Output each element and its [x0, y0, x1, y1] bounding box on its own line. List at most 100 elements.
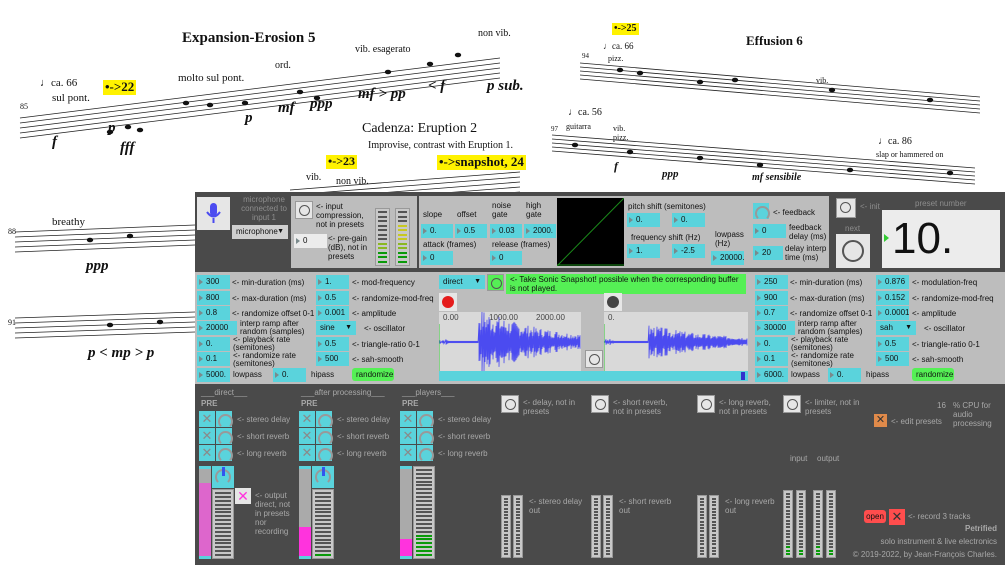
delay-interp-number[interactable]: 20 [753, 246, 783, 260]
pitch-shift-b-number[interactable]: 0. [672, 213, 705, 227]
next-preset-button[interactable] [836, 234, 870, 268]
send-mute-toggle[interactable]: ✕ [199, 445, 215, 461]
fader-level [400, 538, 412, 556]
input-source-dropdown[interactable]: microphone ▼ [232, 225, 288, 239]
parameter-number[interactable]: 0.8 [197, 306, 230, 320]
channel-fader[interactable] [400, 466, 412, 559]
parameter-number[interactable]: 30000 [755, 321, 795, 335]
send-level-knob[interactable] [316, 428, 333, 446]
randomize-button[interactable]: randomize [912, 368, 954, 381]
playhead[interactable] [741, 372, 745, 380]
send-level-knob[interactable] [417, 428, 434, 446]
send-mute-toggle[interactable]: ✕ [199, 428, 215, 444]
send-mute-toggle[interactable]: ✕ [299, 411, 315, 427]
modulation-number[interactable]: 0.5 [876, 337, 909, 351]
randomize-button[interactable]: randomize [352, 368, 394, 381]
channel-title: ___direct___ [201, 388, 248, 397]
parameter-number[interactable]: 300 [197, 275, 230, 289]
parameter-number[interactable]: 0.1 [755, 352, 788, 366]
offset-number[interactable]: 0.5 [455, 224, 487, 238]
waveform-buffer-2[interactable]: 0. [604, 312, 748, 371]
channel-fader[interactable] [199, 466, 211, 559]
slope-label: slope [423, 210, 443, 219]
modulation-number[interactable]: 0.5 [316, 337, 349, 351]
frequency-shift-b-number[interactable]: -2.5 [672, 244, 705, 258]
send-level-knob[interactable] [316, 445, 333, 463]
effect-bypass-toggle[interactable] [501, 395, 519, 413]
modulation-number[interactable]: 0.5 [316, 291, 349, 305]
high-gate-number[interactable]: 2000. [524, 224, 556, 238]
frequency-shift-a-number[interactable]: 1. [627, 244, 660, 258]
meter-segment [829, 512, 833, 515]
send-level-knob[interactable] [417, 445, 434, 463]
parameter-number[interactable]: 250 [755, 275, 788, 289]
pitch-shift-a-number[interactable]: 0. [627, 213, 660, 227]
send-mute-toggle[interactable]: ✕ [400, 428, 416, 444]
parameter-number[interactable]: 800 [197, 291, 230, 305]
lowpass-number[interactable]: 6000. [755, 368, 788, 382]
send-mute-toggle[interactable]: ✕ [299, 445, 315, 461]
notehead [313, 95, 321, 101]
noise-gate-number[interactable]: 0.03 [490, 224, 522, 238]
send-mute-toggle[interactable]: ✕ [199, 411, 215, 427]
oscillator-dropdown[interactable]: sah ▼ [876, 321, 916, 335]
send-level-knob[interactable] [216, 445, 233, 463]
send-level-knob[interactable] [216, 428, 233, 446]
send-level-knob[interactable] [216, 411, 233, 429]
record-buffer-1-button[interactable] [439, 293, 457, 311]
edit-presets-toggle[interactable]: ✕ [874, 414, 887, 427]
modulation-number[interactable]: 0.876 [876, 275, 909, 289]
record-tracks-toggle[interactable]: ✕ [889, 509, 905, 525]
attack-number[interactable]: 0 [421, 251, 453, 265]
oscillator-dropdown[interactable]: sine ▼ [316, 321, 356, 335]
lowpass-number[interactable]: 5000. [197, 368, 230, 382]
play-buffer-toggle[interactable] [585, 350, 603, 368]
preset-number-box[interactable]: 10. [882, 210, 1000, 268]
parameter-number[interactable]: 900 [755, 291, 788, 305]
send-mute-toggle[interactable]: ✕ [400, 445, 416, 461]
send-mute-toggle[interactable]: ✕ [299, 428, 315, 444]
parameter-number[interactable]: 20000 [197, 321, 237, 335]
meter-segment [315, 515, 331, 518]
modulation-number[interactable]: 0.152 [876, 291, 909, 305]
modulation-number[interactable]: 0.0001 [876, 306, 909, 320]
effect-out-meter [603, 495, 613, 558]
parameter-number[interactable]: 0.1 [197, 352, 230, 366]
release-number[interactable]: 0 [490, 251, 522, 265]
playback-position-bar[interactable] [439, 371, 748, 381]
hipass-number[interactable]: 0. [828, 368, 861, 382]
gain-knob[interactable] [312, 466, 334, 488]
parameter-number[interactable]: 0.7 [755, 306, 788, 320]
lowpass-number[interactable]: 20000. [711, 251, 744, 265]
send-level-knob[interactable] [417, 411, 434, 429]
feedback-knob[interactable] [753, 203, 770, 221]
parameter-number[interactable]: 0. [197, 337, 230, 351]
effect-bypass-toggle[interactable] [591, 395, 609, 413]
microphone-button[interactable] [197, 197, 230, 230]
effect-bypass-toggle[interactable] [783, 395, 801, 413]
init-button[interactable] [836, 198, 856, 218]
effect-bypass-toggle[interactable] [697, 395, 715, 413]
input-compression-toggle[interactable] [295, 201, 313, 219]
record-buffer-2-button[interactable] [604, 293, 622, 311]
modulation-number[interactable]: 500 [876, 352, 909, 366]
send-mute-toggle[interactable]: ✕ [400, 411, 416, 427]
meter-segment [315, 507, 331, 510]
slope-number[interactable]: 0. [421, 224, 453, 238]
hipass-number[interactable]: 0. [273, 368, 306, 382]
output-direct-toggle[interactable]: ✕ [235, 488, 251, 504]
feedback-delay-number[interactable]: 0 [753, 224, 786, 238]
gain-knob[interactable] [212, 466, 234, 488]
pregain-number[interactable]: 0 [294, 234, 327, 248]
modulation-number[interactable]: 1. [316, 275, 349, 289]
open-recording-button[interactable]: open [864, 510, 886, 523]
send-level-knob[interactable] [316, 411, 333, 429]
parameter-number[interactable]: 0. [755, 337, 788, 351]
take-snapshot-toggle[interactable] [487, 274, 504, 291]
channel-fader[interactable] [299, 466, 311, 559]
waveform-buffer-1[interactable]: 0.00 1000.00 2000.00 [439, 312, 581, 371]
modulation-number[interactable]: 0.001 [316, 306, 349, 320]
modulation-number[interactable]: 500 [316, 352, 349, 366]
snapshot-source-dropdown[interactable]: direct ▼ [439, 275, 485, 289]
